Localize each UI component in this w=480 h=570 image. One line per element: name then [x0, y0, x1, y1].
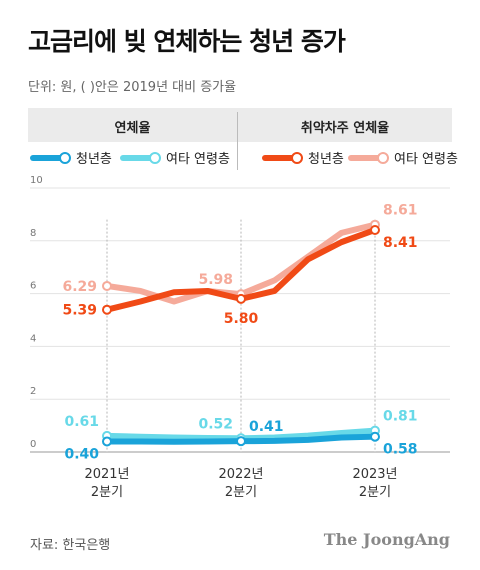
data-label: 5.39 — [62, 303, 97, 319]
legend-label: 여타 연령층 — [394, 152, 458, 167]
x-tick-label: 2분기 — [359, 485, 391, 500]
data-label: 0.58 — [383, 442, 418, 458]
legend-divider — [237, 112, 238, 170]
x-tick-label: 2023년 — [352, 467, 397, 482]
data-point-marker — [370, 431, 380, 442]
legend-swatch — [30, 151, 71, 164]
y-tick-label: 0 — [30, 439, 36, 450]
data-point-marker — [236, 436, 246, 447]
data-label: 8.61 — [383, 203, 418, 219]
legend-item-vulnerable-youth: 청년층 — [262, 148, 344, 167]
data-point-marker — [370, 224, 380, 235]
data-label: 0.81 — [383, 409, 418, 425]
unit-note: 단위: 원, ( )안은 2019년 대비 증가율 — [28, 80, 237, 95]
legend-item-youth: 청년층 — [30, 148, 112, 167]
legend-label: 청년층 — [76, 152, 112, 167]
y-tick-label: 10 — [30, 175, 43, 186]
legend-swatch — [262, 151, 303, 164]
data-label: 8.41 — [383, 235, 418, 251]
data-label: 5.80 — [224, 311, 259, 327]
legend-swatch — [120, 151, 161, 164]
y-tick-label: 6 — [30, 281, 36, 292]
legend-header-vulnerable: 취약차주 연체율 — [300, 121, 390, 136]
legend-header-bar — [28, 108, 452, 142]
source-note: 자료: 한국은행 — [30, 538, 111, 553]
legend-item-others: 여타 연령층 — [120, 148, 230, 167]
legend-swatch — [348, 151, 389, 164]
data-label: 0.40 — [64, 446, 99, 462]
x-tick-label: 2분기 — [225, 485, 257, 500]
data-point-marker — [102, 280, 112, 291]
data-label: 0.41 — [249, 419, 284, 435]
x-tick-label: 2022년 — [218, 467, 263, 482]
data-label: 0.61 — [64, 414, 99, 430]
x-tick-label: 2021년 — [84, 467, 129, 482]
data-label: 0.52 — [198, 416, 233, 432]
data-point-marker — [236, 293, 246, 304]
data-point-marker — [102, 304, 112, 315]
page-title: 고금리에 빚 연체하는 청년 증가 — [28, 27, 346, 56]
data-point-marker — [102, 436, 112, 447]
legend-header-delinquency: 연체율 — [114, 121, 151, 136]
data-label: 6.29 — [62, 279, 97, 295]
y-tick-label: 4 — [30, 333, 36, 344]
y-tick-label: 8 — [30, 228, 36, 239]
legend-label: 청년층 — [308, 152, 344, 167]
data-label: 5.98 — [198, 272, 233, 288]
x-tick-label: 2분기 — [91, 485, 123, 500]
y-tick-label: 2 — [30, 386, 36, 397]
legend-item-vulnerable-others: 여타 연령층 — [348, 148, 458, 167]
brand-logo: The JoongAng — [323, 530, 450, 549]
legend-label: 여타 연령층 — [166, 152, 230, 167]
